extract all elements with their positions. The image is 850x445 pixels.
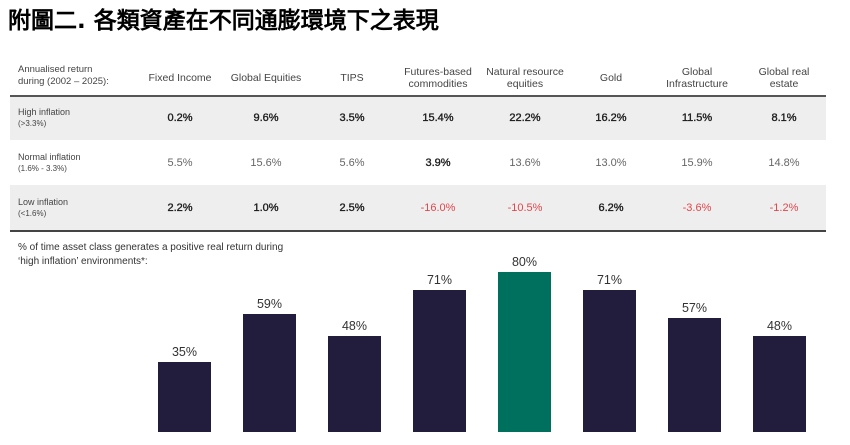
cell-futures-based-commodities: -16.0% bbox=[420, 201, 456, 214]
bar-value-label-futures-based-commodities: 71% bbox=[427, 273, 452, 287]
bar-value-label-fixed-income: 35% bbox=[172, 345, 197, 359]
page-title: 附圖二. 各類資產在不同通膨環境下之表現 bbox=[8, 8, 439, 34]
bar-value-label-natural-resource-equities: 80% bbox=[512, 255, 537, 269]
column-header-tips: TIPS bbox=[340, 71, 364, 84]
row-label-range: (>3.3%) bbox=[18, 119, 47, 129]
row-normal-inflation: Normal inflation (1.6% - 3.3%) 5.5% 15.6… bbox=[10, 140, 826, 185]
bar-global-real-estate bbox=[753, 336, 806, 432]
row-label: High inflation (>3.3%) bbox=[18, 97, 128, 141]
table-bottom-rule bbox=[10, 230, 826, 232]
table-header: Annualised return during (2002 – 2025): … bbox=[10, 60, 826, 95]
table-header-label: Annualised return during (2002 – 2025): bbox=[18, 64, 109, 87]
bar-global-equities bbox=[243, 314, 296, 432]
column-header-natural-resource-equities: Natural resource equities bbox=[486, 65, 564, 90]
cell-futures-based-commodities: 15.4% bbox=[422, 112, 454, 125]
cell-natural-resource-equities: 22.2% bbox=[509, 112, 541, 125]
cell-fixed-income: 2.2% bbox=[167, 201, 193, 214]
chart-caption: % of time asset class generates a positi… bbox=[18, 242, 284, 267]
cell-natural-resource-equities: -10.5% bbox=[507, 201, 543, 214]
column-header-global-real-estate: Global real estate bbox=[758, 65, 810, 90]
cell-tips: 2.5% bbox=[339, 201, 365, 214]
bar-value-label-gold: 71% bbox=[597, 273, 622, 287]
row-label-text: High inflation bbox=[18, 107, 71, 118]
row-label-range: (<1.6%) bbox=[18, 208, 47, 218]
bar-value-label-global-real-estate: 48% bbox=[767, 319, 792, 333]
cell-global-equities: 9.6% bbox=[253, 112, 279, 125]
cell-global-equities: 15.6% bbox=[250, 156, 282, 169]
column-header-global-equities: Global Equities bbox=[230, 71, 302, 84]
bar-fixed-income bbox=[158, 362, 211, 432]
column-header-gold: Gold bbox=[599, 71, 623, 84]
cell-natural-resource-equities: 13.6% bbox=[509, 156, 541, 169]
row-label-text: Low inflation bbox=[18, 196, 69, 207]
cell-fixed-income: 5.5% bbox=[167, 156, 193, 169]
cell-global-infrastructure: 15.9% bbox=[681, 156, 713, 169]
column-header-futures-based-commodities: Futures-based commodities bbox=[404, 65, 472, 90]
cell-global-real-estate: -1.2% bbox=[769, 201, 799, 214]
bar-value-label-tips: 48% bbox=[342, 319, 367, 333]
row-high-inflation: High inflation (>3.3%) 0.2% 9.6% 3.5% 15… bbox=[10, 96, 826, 141]
row-label-range: (1.6% - 3.3%) bbox=[18, 163, 67, 173]
cell-gold: 6.2% bbox=[598, 201, 624, 214]
cell-global-real-estate: 8.1% bbox=[771, 112, 797, 125]
row-label: Normal inflation (1.6% - 3.3%) bbox=[18, 140, 128, 185]
cell-gold: 13.0% bbox=[595, 156, 627, 169]
cell-global-equities: 1.0% bbox=[253, 201, 279, 214]
bar-tips bbox=[328, 336, 381, 432]
bar-futures-based-commodities bbox=[413, 290, 466, 432]
bar-value-label-global-equities: 59% bbox=[257, 297, 282, 311]
cell-fixed-income: 0.2% bbox=[167, 112, 193, 125]
table-top-rule bbox=[10, 95, 826, 97]
bar-natural-resource-equities bbox=[498, 272, 551, 432]
bar-global-infrastructure bbox=[668, 318, 721, 432]
column-header-fixed-income: Fixed Income bbox=[148, 71, 212, 84]
cell-global-real-estate: 14.8% bbox=[768, 156, 800, 169]
row-label-text: Normal inflation bbox=[18, 151, 81, 162]
bar-chart: 35% 59% 48% 71% 80% 71% 57% 48% bbox=[158, 255, 806, 432]
row-low-inflation: Low inflation (<1.6%) 2.2% 1.0% 2.5% -16… bbox=[10, 185, 826, 230]
row-label: Low inflation (<1.6%) bbox=[18, 185, 128, 230]
cell-tips: 3.5% bbox=[339, 112, 365, 125]
column-header-global-infrastructure: Global Infrastructure bbox=[666, 65, 728, 90]
cell-gold: 16.2% bbox=[595, 112, 627, 125]
cell-global-infrastructure: -3.6% bbox=[682, 201, 712, 214]
bar-gold bbox=[583, 290, 636, 432]
bar-value-label-global-infrastructure: 57% bbox=[682, 301, 707, 315]
cell-futures-based-commodities: 3.9% bbox=[425, 156, 451, 169]
cell-tips: 5.6% bbox=[339, 156, 365, 169]
cell-global-infrastructure: 11.5% bbox=[681, 112, 713, 125]
